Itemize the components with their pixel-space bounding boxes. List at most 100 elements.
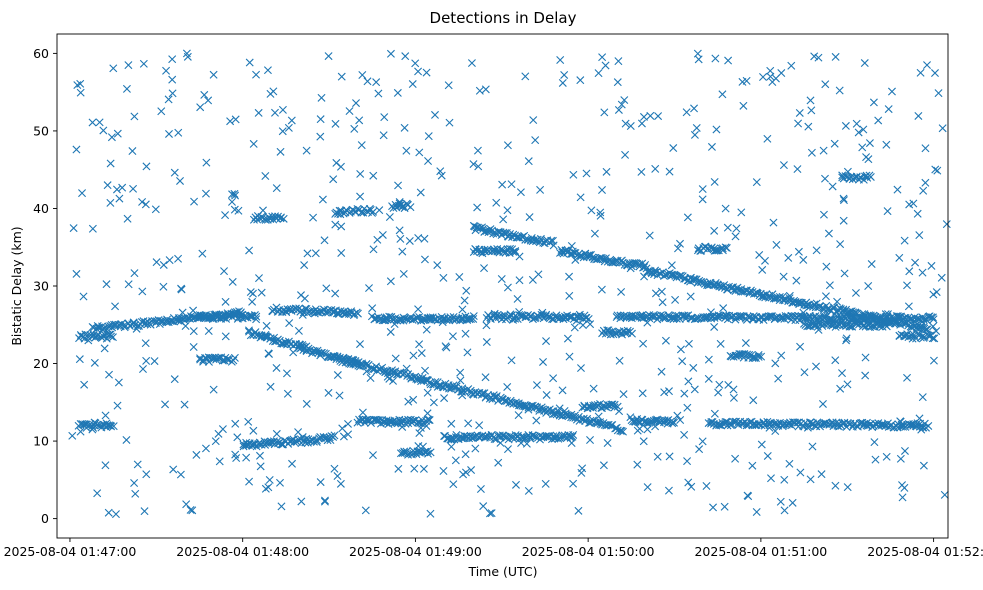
detection-point [188,506,197,515]
detection-point [424,416,433,425]
detection-point [503,141,512,150]
detection-point [739,101,748,110]
detection-point [106,198,115,207]
detection-point [712,246,721,255]
detection-point [386,49,395,58]
detection-point [667,261,676,270]
detection-point [265,475,274,484]
detection-point [704,355,713,364]
detection-point [569,479,578,488]
detection-point [651,289,660,298]
detection-point [576,193,585,202]
detection-point [819,210,828,219]
detection-point [228,197,236,206]
detection-point [596,254,604,263]
detection-point [112,185,121,194]
detection-point [331,220,340,229]
detection-point [626,264,635,273]
detection-point [226,117,235,126]
detection-point [108,333,117,342]
detection-point [261,330,270,339]
detection-point [605,328,614,337]
detection-point [576,76,585,85]
detection-point [602,167,611,176]
detection-point [279,214,288,223]
detection-point [396,417,405,426]
detection-point [415,429,424,438]
detection-point [776,497,785,506]
detection-point [630,258,639,267]
detection-point [800,368,809,377]
detection-point [542,432,551,441]
detection-point [479,502,488,511]
detection-point [578,464,587,473]
detection-point [232,454,241,463]
y-tick-label: 10 [33,434,49,449]
detection-point [710,313,719,322]
detection-point [394,464,403,473]
detection-point [724,380,733,389]
detection-point [763,134,772,143]
detection-point [471,444,480,453]
detection-point [429,398,438,407]
detection-point [84,336,93,345]
detection-point [576,252,585,261]
detection-point [355,116,364,125]
detection-point [480,245,489,254]
detection-point [259,206,267,215]
detection-point [794,298,803,307]
detection-point [445,118,454,127]
detection-point [535,404,544,413]
detection-point [515,276,524,285]
detection-point [422,325,431,334]
detection-point [426,509,435,518]
detection-point [162,66,171,75]
detection-point [209,385,218,394]
detection-point [421,366,430,375]
detection-point [812,362,821,371]
detection-point [255,451,264,460]
detection-point [285,319,294,328]
detection-point [795,108,804,117]
detection-point [113,401,122,410]
detection-point [350,309,359,318]
detection-point [854,128,863,137]
detection-point [639,437,648,446]
detection-point [687,482,696,491]
detection-point [245,477,254,486]
detection-point [330,464,339,473]
detection-point [211,437,220,446]
detection-point [170,375,179,384]
detection-point [766,72,775,81]
detection-point [423,409,432,418]
detection-point [287,116,296,125]
detection-point [614,105,623,114]
detection-point [862,171,871,180]
detection-point [139,59,148,68]
detection-point [394,181,403,190]
detection-point [414,305,423,314]
detection-point [673,244,682,253]
detection-point [843,380,852,389]
detection-point [345,107,354,116]
detection-point [420,255,429,264]
detection-point [917,425,926,434]
detection-point [698,437,707,446]
detection-point [317,93,326,102]
detection-point [204,327,213,335]
detection-point [835,86,844,95]
detection-point [567,439,576,448]
detection-point [329,175,338,184]
detection-point [614,57,623,66]
detection-point [645,231,654,240]
detection-point [376,419,385,428]
detection-point [402,146,411,155]
detection-point [424,132,433,141]
detection-point [859,125,868,134]
detection-point [230,353,239,362]
detection-point [547,236,556,245]
detection-point [76,88,85,97]
detection-point [830,139,839,148]
detection-point [684,339,693,348]
